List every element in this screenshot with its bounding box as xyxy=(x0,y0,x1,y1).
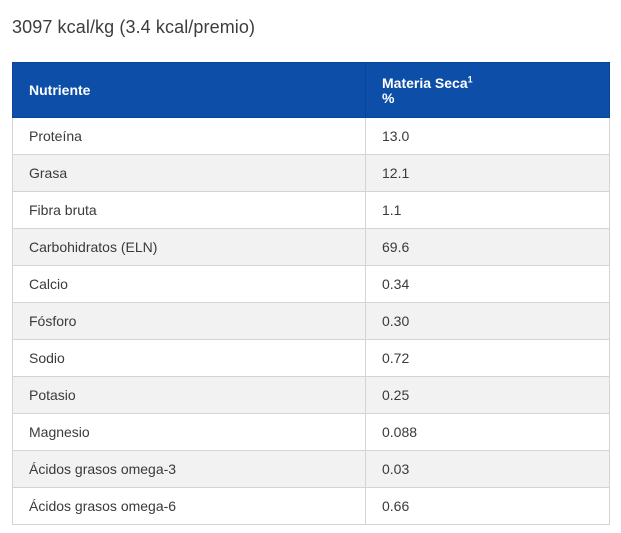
dry-matter-header-label: Materia Seca xyxy=(382,75,468,91)
calorie-heading: 3097 kcal/kg (3.4 kcal/premio) xyxy=(12,17,256,37)
nutrient-table: Nutriente Materia Seca1 % Proteína 13.0 Gr… xyxy=(12,62,610,525)
table-header-row: Nutriente Materia Seca1 % xyxy=(12,62,610,118)
nutrient-value: 69.6 xyxy=(365,228,610,266)
nutrient-name: Carbohidratos (ELN) xyxy=(12,228,366,266)
nutrient-value: 1.1 xyxy=(365,191,610,229)
table-row: Calcio 0.34 xyxy=(12,265,610,303)
table-body: Proteína 13.0 Grasa 12.1 Fibra bruta 1.1 Carbo… xyxy=(12,117,610,525)
nutrient-name: Proteína xyxy=(12,117,366,155)
nutrient-name: Calcio xyxy=(12,265,366,303)
nutrient-value: 0.34 xyxy=(365,265,610,303)
nutrient-name: Ácidos grasos omega-6 xyxy=(12,487,366,525)
nutrient-value: 0.66 xyxy=(365,487,610,525)
nutrient-value: 0.088 xyxy=(365,413,610,451)
table-row: Potasio 0.25 xyxy=(12,376,610,414)
table-row: Magnesio 0.088 xyxy=(12,413,610,451)
nutrient-value: 12.1 xyxy=(365,154,610,192)
table-row: Carbohidratos (ELN) 69.6 xyxy=(12,228,610,266)
nutrient-value: 0.30 xyxy=(365,302,610,340)
nutrient-name: Fósforo xyxy=(12,302,366,340)
nutrient-value: 0.72 xyxy=(365,339,610,377)
table-row: Ácidos grasos omega-3 0.03 xyxy=(12,450,610,488)
nutrient-value: 0.25 xyxy=(365,376,610,414)
table-row: Ácidos grasos omega-6 0.66 xyxy=(12,487,610,525)
nutrient-name: Grasa xyxy=(12,154,366,192)
table-row: Sodio 0.72 xyxy=(12,339,610,377)
table-row: Fibra bruta 1.1 xyxy=(12,191,610,229)
table-row: Fósforo 0.30 xyxy=(12,302,610,340)
dry-matter-column-header: Materia Seca1 % xyxy=(365,62,610,118)
nutrient-value: 13.0 xyxy=(365,117,610,155)
nutrient-column-header: Nutriente xyxy=(12,62,366,118)
footnote-marker: 1 xyxy=(467,74,473,85)
dry-matter-unit: % xyxy=(382,90,395,106)
nutrient-name: Ácidos grasos omega-3 xyxy=(12,450,366,488)
nutrient-header-label: Nutriente xyxy=(29,82,91,98)
nutrient-name: Potasio xyxy=(12,376,366,414)
nutrient-name: Sodio xyxy=(12,339,366,377)
table-row: Proteína 13.0 xyxy=(12,117,610,155)
nutrient-name: Fibra bruta xyxy=(12,191,366,229)
nutrient-name: Magnesio xyxy=(12,413,366,451)
nutrient-value: 0.03 xyxy=(365,450,610,488)
table-row: Grasa 12.1 xyxy=(12,154,610,192)
